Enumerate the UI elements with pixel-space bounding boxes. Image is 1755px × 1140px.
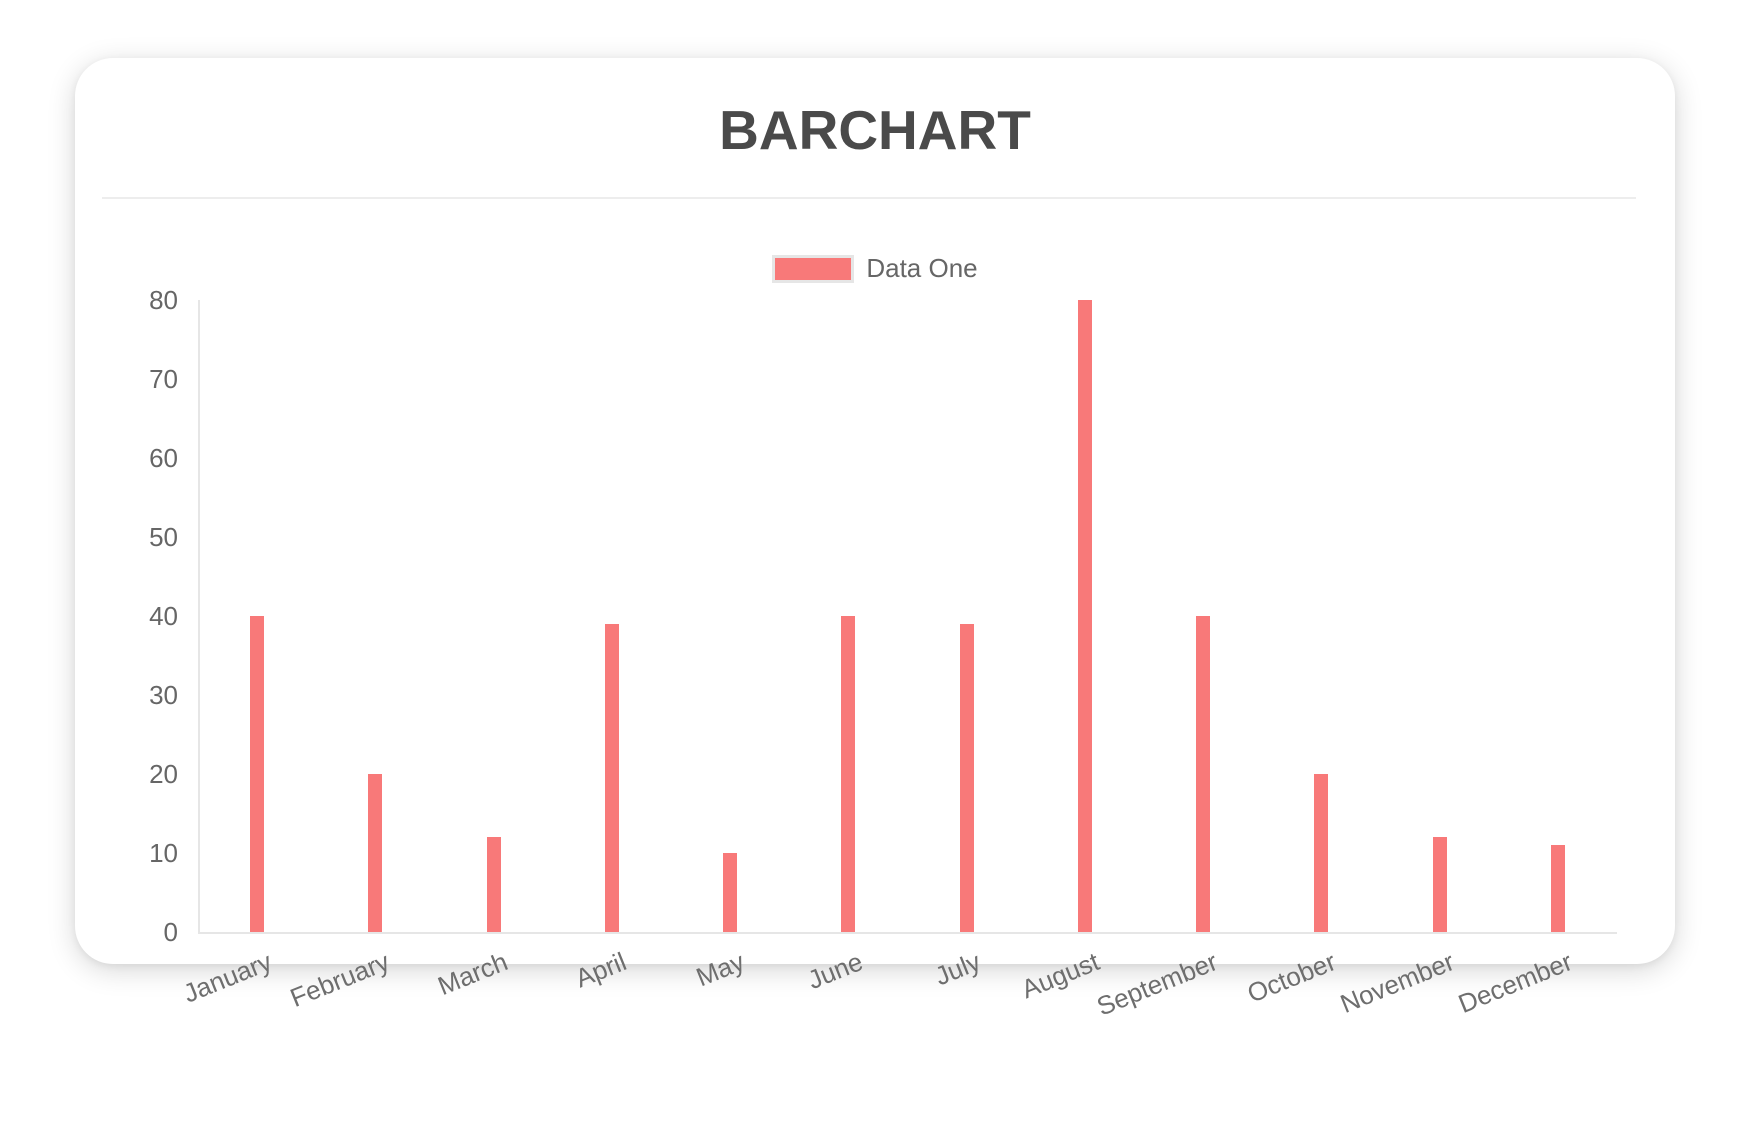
bar-july[interactable]	[959, 623, 974, 932]
y-tick-label-10: 10	[149, 838, 178, 868]
y-axis-line	[198, 300, 200, 934]
x-label-november: November	[1335, 946, 1459, 1019]
bar-april[interactable]	[604, 623, 619, 932]
x-label-july: July	[930, 946, 986, 992]
bar-december[interactable]	[1550, 845, 1565, 932]
x-label-may: May	[691, 946, 749, 993]
x-axis-line	[198, 932, 1617, 934]
bar-march[interactable]	[486, 837, 501, 932]
y-tick-label-60: 60	[149, 443, 178, 473]
bar-february[interactable]	[368, 774, 383, 932]
bar-september[interactable]	[1196, 616, 1211, 932]
y-tick-label-20: 20	[149, 759, 178, 789]
chart-card: BARCHART Data One 0 10 20 30 40 50 60 70 80 Janua…	[75, 58, 1675, 1022]
x-label-september: September	[1092, 946, 1222, 1022]
x-label-august: August	[1017, 946, 1104, 1005]
bar-november[interactable]	[1432, 837, 1447, 932]
legend-item-data-one[interactable]: Data One	[75, 253, 1675, 284]
x-label-april: April	[570, 946, 631, 994]
x-label-october: October	[1242, 946, 1340, 1009]
page-title: BARCHART	[719, 99, 1031, 161]
y-tick-label-50: 50	[149, 522, 178, 552]
bar-may[interactable]	[723, 853, 738, 932]
bar-january[interactable]	[250, 616, 265, 932]
x-label-february: February	[286, 946, 394, 1013]
y-tick-label-80: 80	[149, 285, 178, 315]
y-tick-label-40: 40	[149, 601, 178, 631]
legend-swatch	[772, 254, 855, 283]
x-label-march: March	[433, 946, 513, 1002]
legend-label: Data One	[866, 253, 978, 283]
x-label-june: June	[803, 946, 867, 996]
bar-august[interactable]	[1077, 300, 1092, 932]
x-label-january: January	[178, 946, 276, 1009]
title-divider	[102, 197, 1636, 199]
bar-june[interactable]	[841, 616, 856, 932]
y-tick-label-30: 30	[149, 680, 178, 710]
x-label-december: December	[1453, 946, 1577, 1019]
bar-chart-plot-area: 0 10 20 30 40 50 60 70 80 January February March Apr…	[75, 58, 1675, 1022]
y-tick-label-0: 0	[163, 917, 178, 947]
bar-october[interactable]	[1314, 774, 1329, 932]
y-tick-label-70: 70	[149, 364, 178, 394]
